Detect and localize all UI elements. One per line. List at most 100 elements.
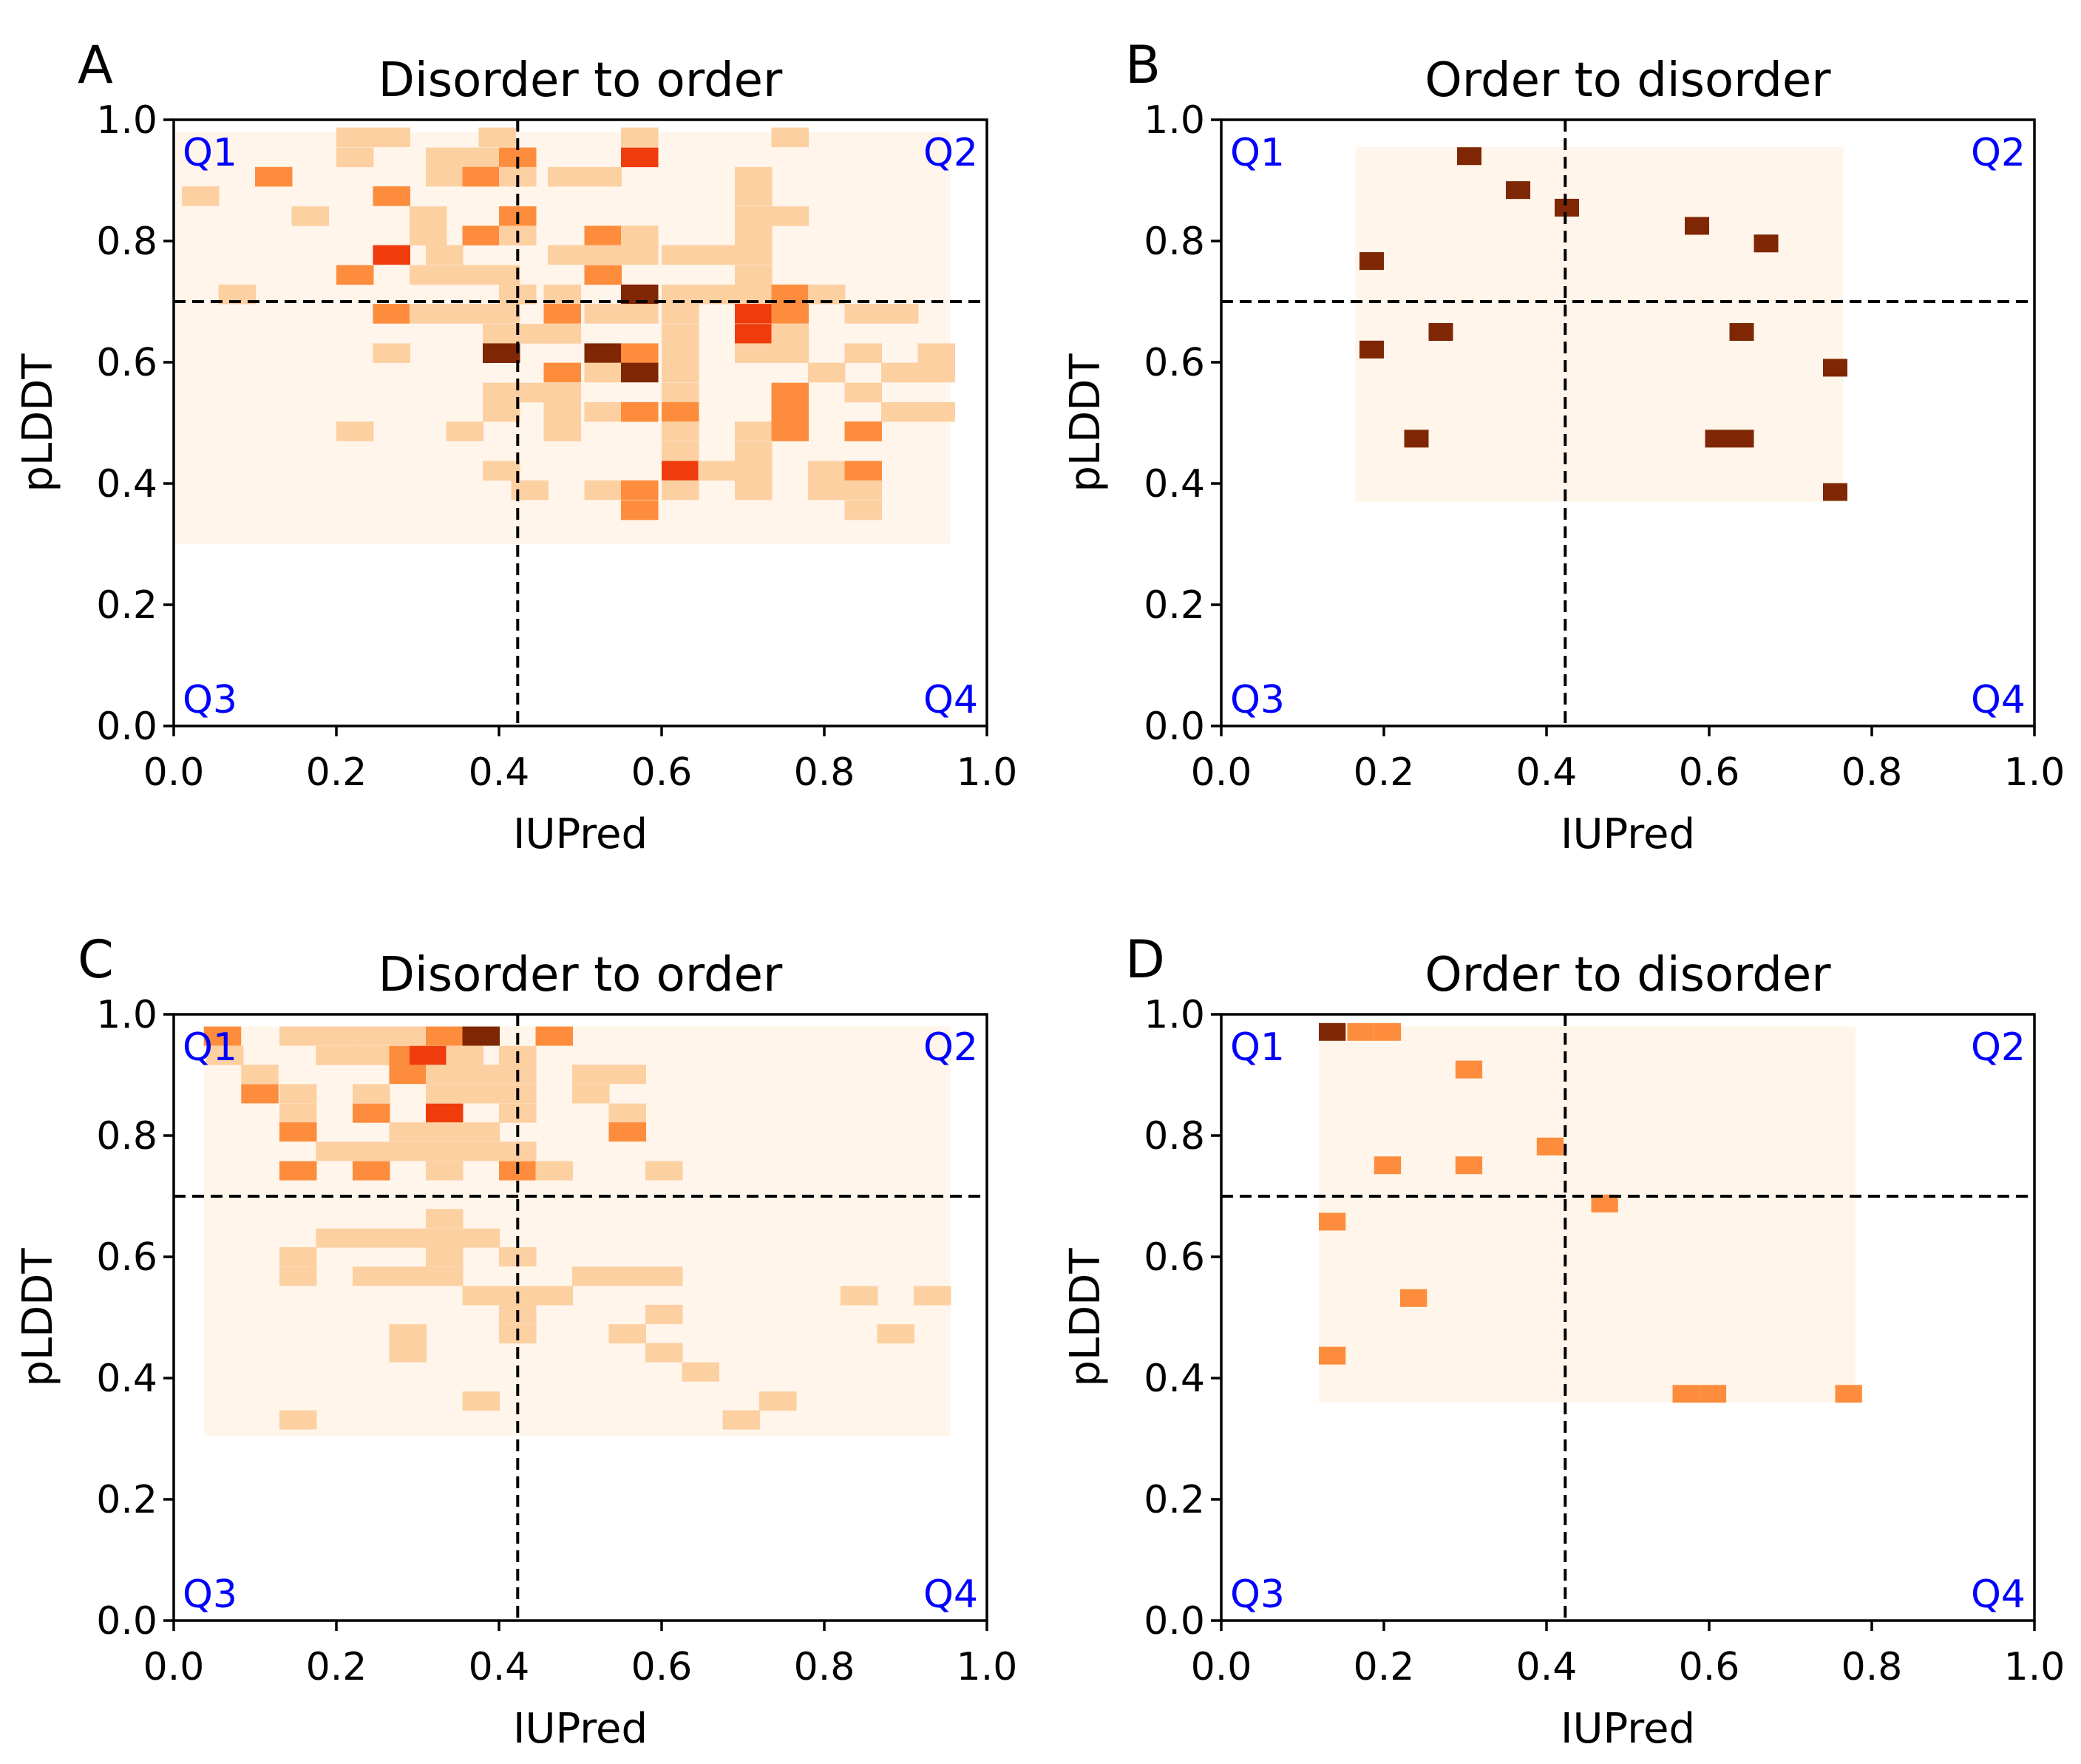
chart-a-cell-17	[182, 186, 220, 206]
chart-a-quadrant-q3: Q3	[183, 678, 237, 722]
chart-a-quadrant-q1: Q1	[183, 131, 237, 175]
chart-c-cell-53	[353, 1228, 390, 1248]
chart-b-cell-3	[1685, 217, 1709, 235]
chart-a-x-tick-label: 0.4	[469, 750, 530, 795]
chart-a-quadrant-q4: Q4	[923, 678, 978, 722]
chart-d-cell-0	[1319, 1022, 1346, 1041]
chart-a-cell-38	[735, 245, 773, 265]
chart-b-cell-6	[1359, 340, 1384, 359]
chart-b-cell-9	[1823, 359, 1847, 377]
chart-c-cell-43	[462, 1141, 500, 1161]
chart-a-cell-37	[698, 245, 736, 265]
chart-a-cell-120	[662, 480, 699, 501]
chart-c-cell-42	[426, 1141, 464, 1161]
chart-b-y-tick-label: 0.4	[1144, 462, 1205, 506]
chart-a-cell-28	[584, 225, 622, 245]
chart-a-cell-32	[426, 245, 464, 265]
chart-a-cell-75	[621, 343, 659, 363]
chart-a-panel-letter: A	[78, 35, 113, 95]
chart-d-cell-3	[1455, 1060, 1483, 1079]
chart-a-cell-97	[621, 401, 659, 422]
chart-a-cell-90	[543, 382, 581, 403]
chart-d-x-tick-label: 0.2	[1354, 1645, 1415, 1689]
chart-a-cell-7	[462, 147, 500, 168]
chart-c-quadrant-q2: Q2	[923, 1025, 978, 1070]
chart-b-cell-10	[1404, 430, 1429, 448]
chart-c-cell-60	[279, 1266, 317, 1286]
chart-a-cell-111	[483, 461, 520, 481]
chart-a-cell-118	[584, 480, 622, 501]
chart-c-cell-21	[608, 1065, 646, 1085]
chart-c-y-tick-label: 0.8	[96, 1114, 157, 1159]
chart-d-ylabel: pLDDT	[1062, 1248, 1110, 1387]
chart-c-cell-83	[279, 1410, 317, 1430]
chart-d-cell-11	[1672, 1385, 1700, 1403]
chart-d-x-tick-label: 0.4	[1516, 1645, 1578, 1689]
chart-a-cell-16	[735, 166, 773, 187]
chart-c-cell-67	[462, 1286, 500, 1306]
chart-c-cell-76	[608, 1324, 646, 1344]
chart-a-cell-116	[844, 461, 882, 481]
chart-c-cell-2	[316, 1026, 353, 1046]
chart-d-quadrant-q2: Q2	[1971, 1025, 2026, 1070]
chart-a-cell-82	[584, 362, 622, 383]
chart-b-quadrant-q4: Q4	[1971, 678, 2026, 722]
chart-b-cell-12	[1729, 430, 1754, 448]
chart-b-cell-4	[1754, 234, 1779, 253]
chart-a-cell-26	[462, 225, 500, 245]
chart-c-cell-7	[535, 1026, 573, 1046]
chart-a-cell-65	[881, 304, 919, 324]
chart-c-cell-0	[203, 1026, 242, 1046]
chart-a-cell-0	[336, 127, 374, 148]
chart-c-y-tick-label: 0.0	[96, 1599, 157, 1643]
chart-a-cell-2	[478, 127, 516, 148]
chart-a-cell-44	[735, 265, 773, 285]
chart-a-cell-5	[336, 147, 374, 168]
chart-b-ylabel: pLDDT	[1062, 353, 1110, 492]
chart-c-cell-34	[279, 1122, 317, 1142]
chart-a-cell-18	[373, 186, 410, 206]
chart-c-cell-13	[446, 1045, 483, 1065]
chart-d-panel-letter: D	[1125, 929, 1165, 990]
chart-a-cell-23	[735, 206, 773, 226]
chart-a-cell-39	[336, 265, 374, 285]
chart-a-cell-60	[621, 304, 659, 324]
chart-d-cell-6	[1455, 1156, 1483, 1175]
chart-c-cell-8	[206, 1045, 244, 1065]
chart-a-cell-124	[621, 500, 659, 520]
chart-c-cell-30	[353, 1103, 390, 1123]
chart-b-cell-11	[1705, 430, 1730, 448]
chart-a-cell-73	[483, 343, 520, 363]
chart-a-cell-110	[735, 441, 773, 461]
chart-d-cell-8	[1319, 1212, 1346, 1231]
chart-c-title: Disorder to order	[378, 948, 783, 1003]
chart-a-cell-112	[662, 461, 699, 481]
chart-c-cell-55	[426, 1228, 464, 1248]
chart-c-cell-1	[279, 1026, 317, 1046]
chart-d-cell-12	[1699, 1385, 1727, 1403]
chart-a-cell-35	[621, 245, 659, 265]
chart-c-cell-41	[389, 1141, 427, 1161]
chart-d-y-tick-label: 0.8	[1144, 1114, 1205, 1159]
chart-c-cell-69	[535, 1286, 573, 1306]
chart-a-y-tick-label: 0.4	[96, 462, 157, 506]
chart-a-cell-31	[373, 245, 410, 265]
chart-a-cell-25	[410, 225, 447, 245]
chart-b-cell-13	[1823, 483, 1847, 501]
chart-c-cell-57	[279, 1247, 317, 1266]
chart-a-cell-42	[483, 265, 520, 285]
chart-c-cell-65	[608, 1266, 646, 1286]
chart-a-cell-34	[584, 245, 622, 265]
chart-d-cell-1	[1347, 1022, 1374, 1041]
chart-a-cell-63	[771, 304, 809, 324]
chart-a-cell-41	[446, 265, 483, 285]
chart-a-ylabel: pLDDT	[14, 353, 62, 492]
chart-a-y-tick-label: 0.6	[96, 341, 157, 385]
chart-c-ylabel: pLDDT	[14, 1248, 62, 1387]
chart-a-cell-95	[543, 401, 581, 422]
chart-a-frame	[172, 118, 988, 727]
chart-c-cell-40	[353, 1141, 390, 1161]
chart-a-cell-113	[698, 461, 736, 481]
chart-d-x-tick-label: 1.0	[2004, 1645, 2065, 1689]
